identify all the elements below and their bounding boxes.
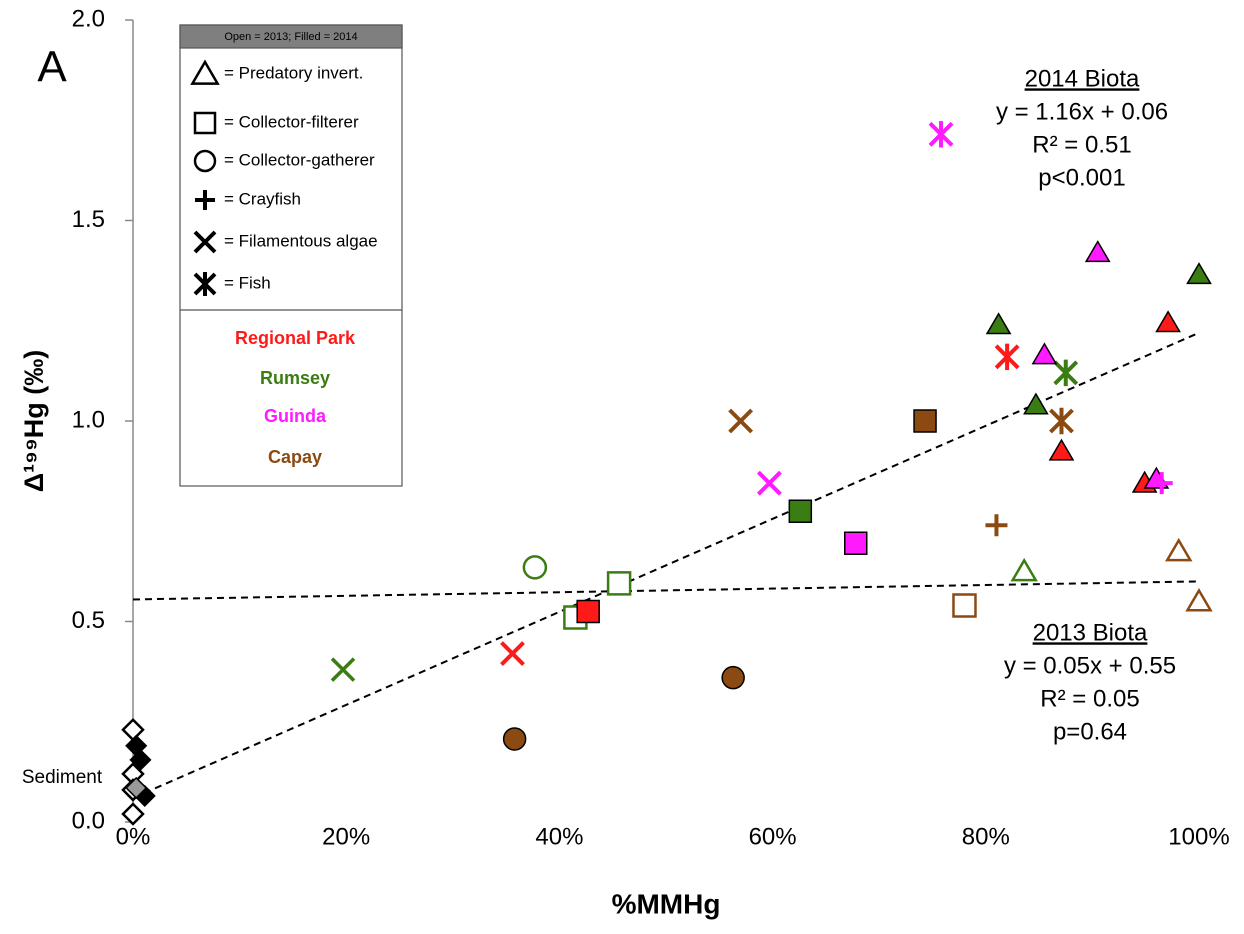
sediment-label: Sediment [22, 767, 103, 788]
point [928, 121, 954, 148]
point [500, 641, 525, 666]
panel-label: A [37, 43, 67, 92]
point [1185, 587, 1213, 612]
point [1023, 392, 1049, 415]
fit-heading: 2014 Biota [1025, 65, 1140, 92]
legend-marker [193, 272, 217, 296]
legend-label: = Crayfish [224, 189, 301, 208]
point [1084, 240, 1111, 263]
point [913, 409, 937, 433]
point [721, 665, 745, 690]
point [1048, 438, 1075, 461]
point [1150, 472, 1173, 495]
legend-site: Capay [268, 447, 322, 467]
point [985, 514, 1008, 537]
legend-header [179, 24, 403, 49]
x-tick-label: 100% [1168, 823, 1229, 850]
y-tick-label: 2.0 [72, 5, 105, 32]
x-tick-label: 80% [962, 823, 1010, 850]
legend-label: = Predatory invert. [224, 63, 363, 82]
point [843, 531, 868, 556]
point [576, 599, 600, 624]
x-tick-label: 20% [322, 823, 370, 850]
point [788, 499, 813, 523]
legend-site: Guinda [264, 406, 327, 426]
point [985, 312, 1012, 335]
point [1165, 537, 1193, 562]
point [129, 748, 152, 771]
point [1049, 407, 1074, 435]
legend-label: = Fish [224, 273, 271, 292]
point [728, 408, 754, 434]
legend-site: Rumsey [260, 368, 330, 388]
fit-stat: R² = 0.51 [1032, 131, 1131, 158]
point [756, 470, 782, 496]
legend-marker [190, 59, 220, 85]
y-tick-label: 0.5 [72, 607, 105, 634]
legend-marker [193, 149, 217, 173]
x-tick-label: 40% [535, 823, 583, 850]
point [1031, 342, 1058, 365]
point [1010, 557, 1038, 582]
point [606, 571, 632, 596]
legend-marker [193, 230, 217, 254]
point [994, 343, 1020, 371]
point [121, 802, 145, 826]
legend-marker [195, 190, 215, 210]
fit-line [132, 331, 1200, 799]
fit-stat: R² = 0.05 [1040, 685, 1139, 712]
point [522, 555, 548, 580]
legend-label: = Collector-filterer [224, 112, 359, 131]
fit-stat: p<0.001 [1038, 164, 1125, 191]
point [330, 657, 356, 682]
fit-line [132, 580, 1200, 601]
y-axis-title: Δ¹⁹⁹Hg (‰) [19, 350, 49, 493]
fit-stat: y = 1.16x + 0.06 [996, 98, 1168, 125]
fit-heading: 2013 Biota [1033, 619, 1148, 646]
fit-stat: y = 0.05x + 0.55 [1004, 652, 1176, 679]
point [502, 727, 527, 751]
legend-site: Regional Park [235, 328, 356, 348]
x-axis-title: %MMHg [612, 888, 721, 919]
legend-marker [193, 111, 217, 135]
point [125, 776, 148, 799]
x-tick-label: 0% [116, 823, 151, 850]
legend-box [179, 24, 403, 487]
point [952, 593, 977, 618]
fit-stat: p=0.64 [1053, 718, 1127, 745]
point [1053, 359, 1079, 387]
y-tick-label: 0.0 [72, 807, 105, 834]
point [1155, 310, 1181, 333]
y-tick-label: 1.0 [72, 406, 105, 433]
point [1186, 262, 1212, 285]
x-tick-label: 60% [749, 823, 797, 850]
legend-label: = Collector-gatherer [224, 150, 375, 169]
legend-label: = Filamentous algae [224, 231, 378, 250]
legend-title: Open = 2013; Filled = 2014 [224, 31, 357, 43]
y-tick-label: 1.5 [72, 206, 105, 233]
